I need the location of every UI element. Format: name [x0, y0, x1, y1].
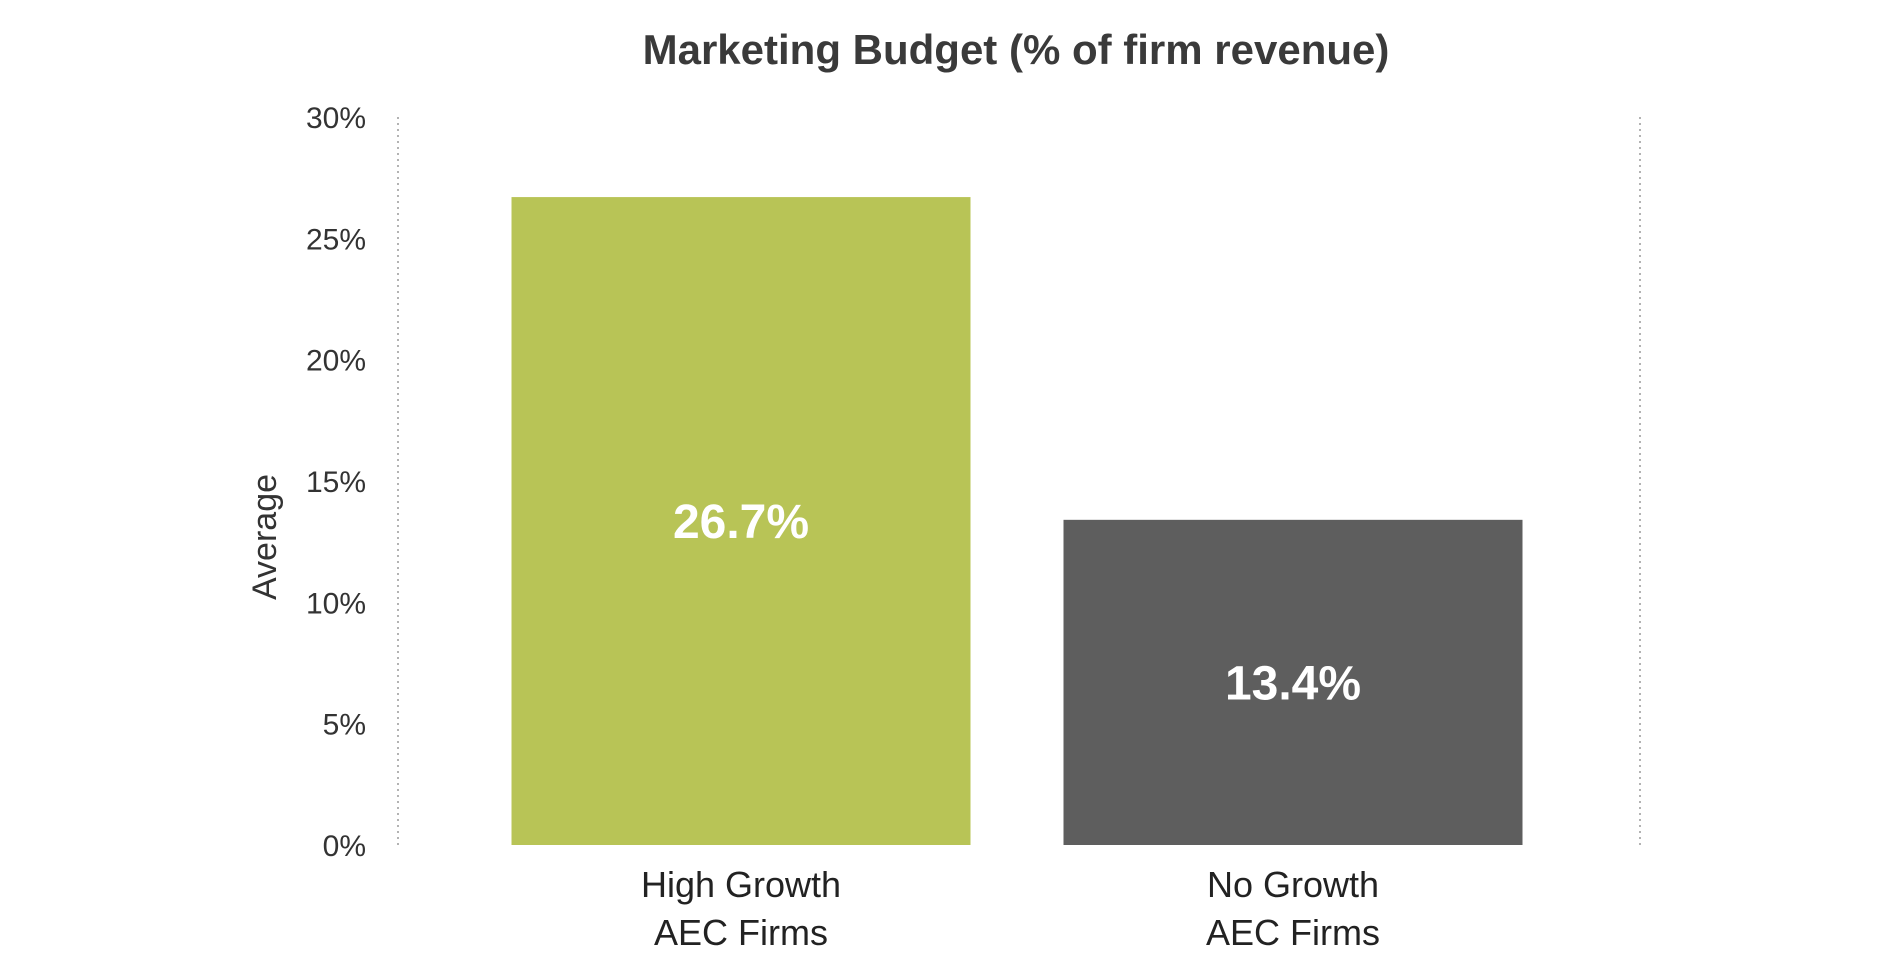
- y-tick-label: 0%: [323, 830, 366, 863]
- x-tick-label: No Growth: [1207, 864, 1379, 905]
- x-tick-label: High Growth: [641, 864, 841, 905]
- y-tick-label: 30%: [306, 102, 366, 135]
- x-tick-label: AEC Firms: [1206, 912, 1380, 953]
- plot-area: 0% 5% 10% 15% 20% 25% 30% 26.7% High Growth AEC F…: [306, 102, 1641, 953]
- y-tick-label: 15%: [306, 466, 366, 499]
- bar: [511, 197, 971, 845]
- y-tick-label: 20%: [306, 345, 366, 378]
- bar: [1063, 519, 1523, 845]
- x-tick-label: AEC Firms: [654, 912, 828, 953]
- y-tick-label: 5%: [323, 709, 366, 742]
- data-label: 26.7%: [673, 496, 809, 549]
- y-tick-label: 10%: [306, 587, 366, 620]
- chart-title: Marketing Budget (% of firm revenue): [643, 26, 1390, 73]
- y-axis-label: Average: [246, 474, 284, 600]
- data-label: 13.4%: [1225, 657, 1361, 710]
- y-tick-label: 25%: [306, 223, 366, 256]
